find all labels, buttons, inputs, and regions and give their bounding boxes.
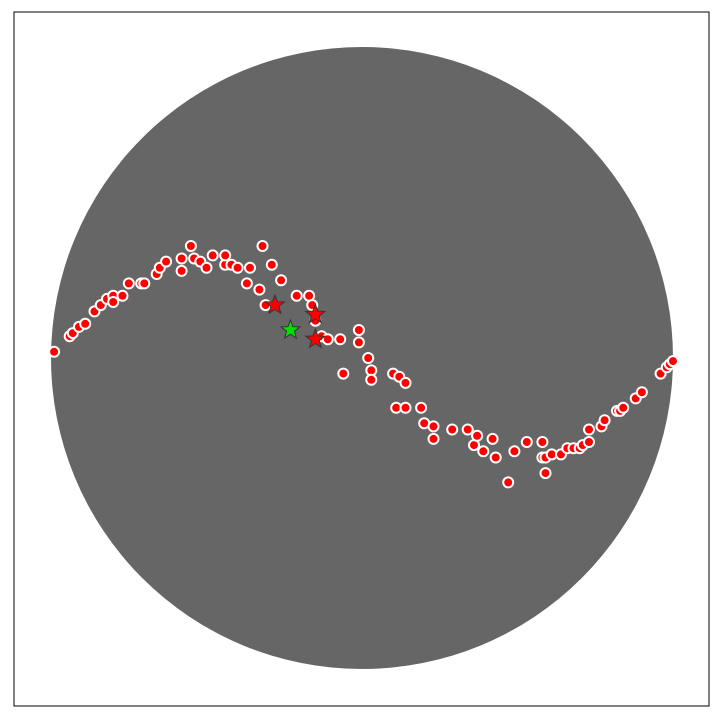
data-point-58 — [461, 423, 474, 436]
data-point-69 — [539, 467, 552, 480]
data-point-13 — [138, 277, 151, 290]
data-point-89 — [667, 355, 679, 368]
data-point-55 — [427, 420, 440, 433]
red-star-marker-2 — [304, 327, 327, 349]
data-point-44 — [352, 336, 365, 349]
data-point-60 — [471, 429, 484, 442]
data-point-28 — [240, 277, 253, 290]
data-point-27 — [231, 261, 244, 274]
red-star-marker-1 — [304, 303, 327, 324]
data-point-40 — [321, 333, 334, 346]
data-point-25 — [219, 249, 232, 262]
data-point-85 — [635, 386, 648, 399]
data-point-45 — [362, 352, 375, 364]
data-point-22 — [200, 261, 213, 274]
data-point-23 — [206, 249, 219, 262]
data-point-30 — [253, 283, 266, 296]
data-point-47 — [365, 373, 378, 386]
data-point-67 — [536, 436, 549, 448]
data-point-77 — [583, 423, 595, 436]
data-point-19 — [184, 240, 197, 252]
data-point-16 — [160, 255, 173, 268]
data-point-64 — [502, 476, 515, 489]
data-point-34 — [275, 274, 288, 287]
data-point-62 — [486, 432, 499, 445]
data-point-56 — [427, 432, 440, 445]
data-point-35 — [290, 289, 303, 302]
stars-layer — [264, 293, 327, 349]
data-point-18 — [175, 264, 188, 277]
data-point-53 — [415, 401, 428, 414]
data-point-50 — [399, 376, 412, 389]
data-point-80 — [598, 414, 611, 427]
data-point-33 — [265, 258, 278, 271]
data-point-10 — [116, 289, 129, 302]
data-point-43 — [352, 324, 365, 336]
data-point-41 — [334, 333, 347, 346]
green-star-marker-3 — [279, 318, 302, 340]
data-point-78 — [583, 436, 595, 448]
data-point-83 — [617, 401, 630, 414]
data-point-52 — [399, 401, 412, 414]
data-point-0 — [48, 345, 61, 358]
red-star-marker-0 — [264, 293, 286, 315]
data-point-29 — [244, 261, 256, 274]
data-point-11 — [122, 277, 135, 290]
data-point-9 — [107, 296, 120, 308]
data-point-61 — [477, 445, 490, 458]
data-point-17 — [175, 252, 188, 265]
data-point-57 — [446, 423, 459, 436]
data-point-4 — [79, 317, 92, 330]
data-point-42 — [337, 367, 350, 380]
unit-disk — [51, 47, 673, 669]
data-point-66 — [520, 436, 533, 448]
data-point-63 — [489, 451, 502, 464]
data-point-31 — [256, 240, 269, 252]
data-point-65 — [508, 445, 521, 458]
